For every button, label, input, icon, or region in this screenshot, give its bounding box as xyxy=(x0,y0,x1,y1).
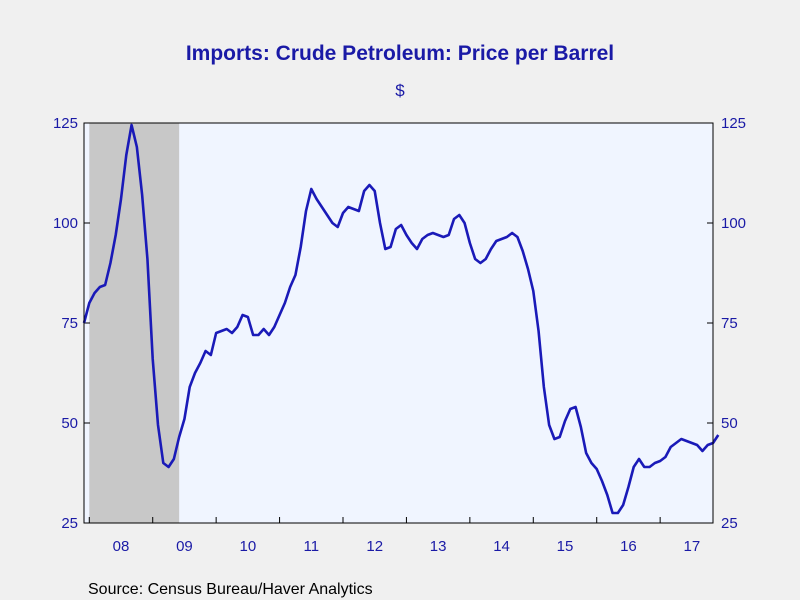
x-tick-label: 12 xyxy=(366,538,383,555)
y-axis-left: 25 50 75 100 125 xyxy=(53,115,90,532)
plot-area xyxy=(84,123,713,523)
x-axis: 08 09 10 11 12 13 14 15 16 17 xyxy=(88,517,701,555)
series-line xyxy=(82,123,720,515)
y-tick-label-left: 50 xyxy=(61,415,78,432)
chart-subtitle: $ xyxy=(395,81,405,100)
plot-frame xyxy=(83,122,714,524)
x-tick-label: 16 xyxy=(620,538,637,555)
y-axis-right: 25 50 75 100 125 xyxy=(707,115,746,532)
x-tick-label: 17 xyxy=(684,538,701,555)
y-tick-label-right: 100 xyxy=(721,215,746,232)
y-tick-label-left: 25 xyxy=(61,515,78,532)
y-tick-label-right: 75 xyxy=(721,315,738,332)
x-tick-label: 08 xyxy=(113,538,130,555)
y-tick-label-left: 75 xyxy=(61,315,78,332)
x-tick-label: 15 xyxy=(557,538,574,555)
x-tick-label: 10 xyxy=(240,538,257,555)
y-tick-label-right: 25 xyxy=(721,515,738,532)
y-tick-label-right: 125 xyxy=(721,115,746,132)
recession-shade xyxy=(89,123,180,523)
x-tick-label: 09 xyxy=(176,538,193,555)
x-tick-label: 14 xyxy=(493,538,510,555)
y-tick-label-left: 100 xyxy=(53,215,78,232)
x-tick-label: 13 xyxy=(430,538,447,555)
y-tick-label-right: 50 xyxy=(721,415,738,432)
source-note: Source: Census Bureau/Haver Analytics xyxy=(88,581,373,598)
y-tick-label-left: 125 xyxy=(53,115,78,132)
chart-title: Imports: Crude Petroleum: Price per Barr… xyxy=(186,42,614,65)
x-tick-label: 11 xyxy=(303,538,319,555)
